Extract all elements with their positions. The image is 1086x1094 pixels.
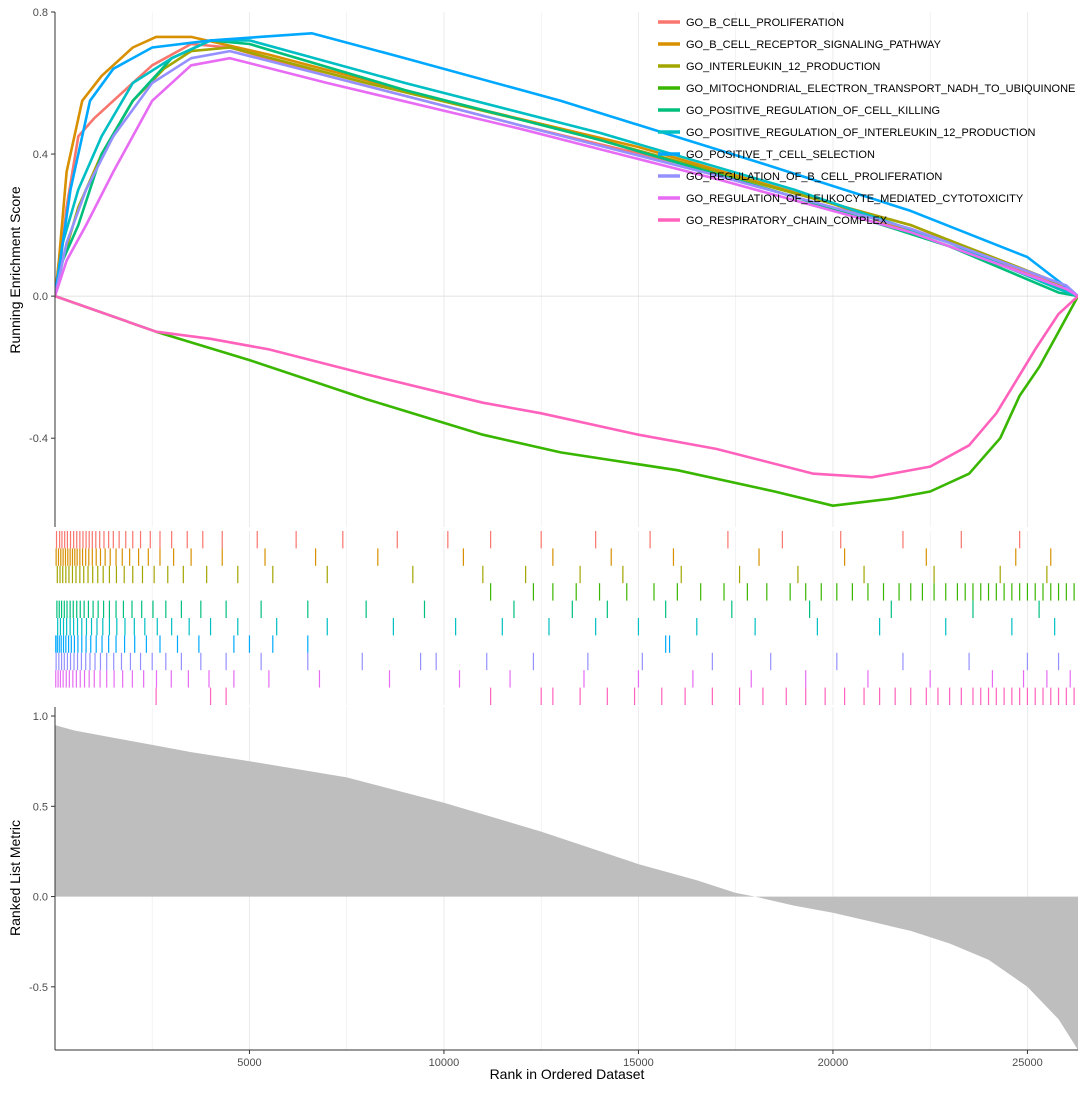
y-tick-label: 0.8 xyxy=(33,7,48,19)
es-line xyxy=(55,39,1078,298)
legend-label: GO_POSITIVE_T_CELL_SELECTION xyxy=(686,149,875,161)
es-line xyxy=(55,294,1078,479)
y-tick-label: 0.5 xyxy=(33,801,48,813)
enrichment-lines xyxy=(55,31,1078,507)
es-line xyxy=(55,31,1078,298)
metric-y-ticks: -0.5 0.0 0.5 1.0 xyxy=(29,711,55,994)
es-line xyxy=(55,35,1078,298)
x-tick-label: 25000 xyxy=(1012,1057,1043,1069)
legend-label: GO_B_CELL_PROLIFERATION xyxy=(686,17,844,29)
es-line xyxy=(55,49,1078,298)
x-tick-label: 20000 xyxy=(818,1057,849,1069)
legend-label: GO_RESPIRATORY_CHAIN_COMPLEX xyxy=(686,215,888,227)
enrichment-y-title: Running Enrichment Score xyxy=(7,186,23,354)
x-tick-label: 10000 xyxy=(429,1057,460,1069)
legend-label: GO_INTERLEUKIN_12_PRODUCTION xyxy=(686,61,880,73)
y-tick-label: -0.4 xyxy=(29,433,48,445)
x-axis-title: Rank in Ordered Dataset xyxy=(490,1066,645,1082)
es-line xyxy=(55,294,1078,507)
y-tick-label: 0.4 xyxy=(33,149,48,161)
y-tick-label: 0.0 xyxy=(33,892,48,904)
x-tick-label: 5000 xyxy=(237,1057,261,1069)
gene-hit-rug-panel xyxy=(55,531,1075,705)
y-tick-label: 1.0 xyxy=(33,711,48,723)
legend-label: GO_REGULATION_OF_LEUKOCYTE_MEDIATED_CYTO… xyxy=(686,193,1024,205)
legend-label: GO_POSITIVE_REGULATION_OF_CELL_KILLING xyxy=(686,105,940,117)
x-tick-label: 15000 xyxy=(623,1057,654,1069)
legend-label: GO_MITOCHONDRIAL_ELECTRON_TRANSPORT_NADH… xyxy=(686,83,1075,95)
legend: GO_B_CELL_PROLIFERATION GO_B_CELL_RECEPTO… xyxy=(658,17,1075,227)
legend-label: GO_B_CELL_RECEPTOR_SIGNALING_PATHWAY xyxy=(686,39,942,51)
rug-marks xyxy=(55,531,1075,705)
x-ticks: 5000 10000 15000 20000 25000 xyxy=(237,1050,1043,1069)
y-tick-label: -0.5 xyxy=(29,982,48,994)
es-line xyxy=(55,56,1078,298)
legend-label: GO_POSITIVE_REGULATION_OF_INTERLEUKIN_12… xyxy=(686,127,1035,139)
enrichment-y-ticks: -0.4 0.0 0.4 0.8 xyxy=(29,7,55,445)
y-tick-label: 0.0 xyxy=(33,291,48,303)
legend-label: GO_REGULATION_OF_B_CELL_PROLIFERATION xyxy=(686,171,942,183)
enrichment-grid xyxy=(151,12,1028,527)
ranked-metric-panel: -0.5 0.0 0.5 1.0 5000 10000 15000 20000 25000 R… xyxy=(7,707,1078,1082)
rug-grid xyxy=(151,531,1028,705)
es-line xyxy=(55,39,1078,298)
ranked-metric-area xyxy=(55,725,1078,1050)
enrichment-score-panel: -0.4 0.0 0.4 0.8 Running Enrichment Score xyxy=(7,7,1078,527)
metric-y-title: Ranked List Metric xyxy=(7,820,23,936)
